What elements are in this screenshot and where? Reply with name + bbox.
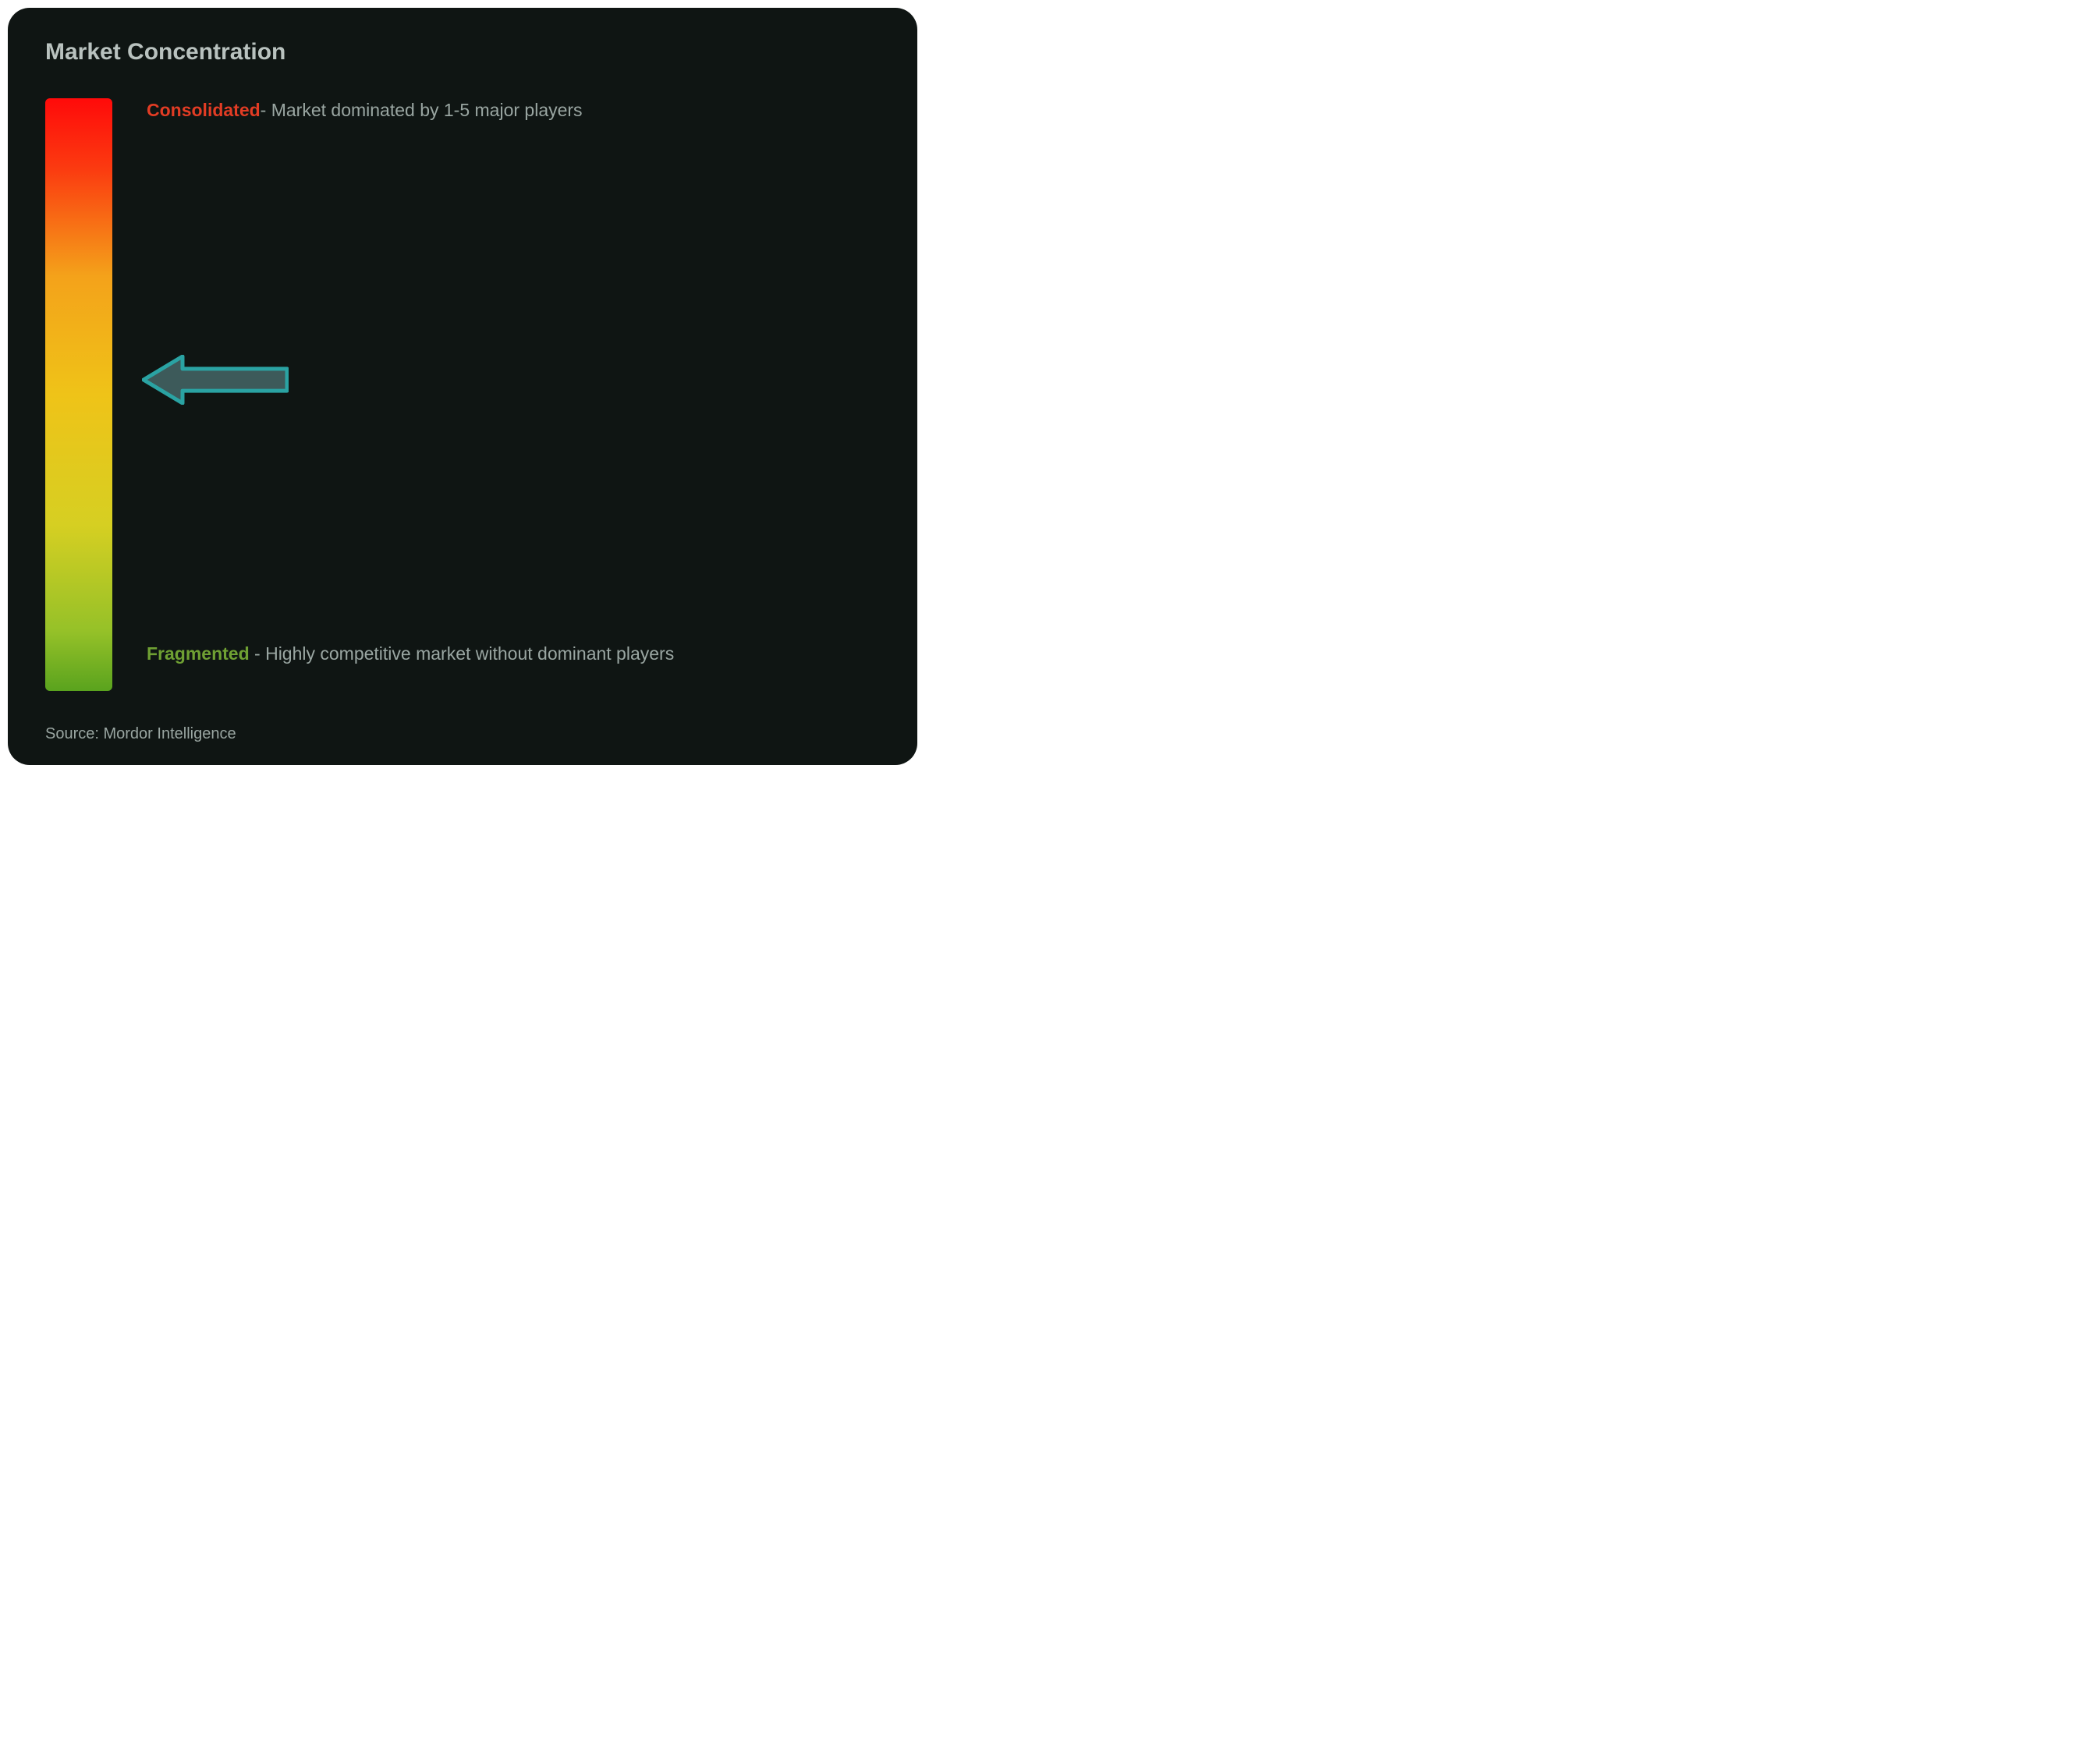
gradient-bar-wrap [45,98,112,691]
bottom-label: Fragmented - Highly competitive market w… [147,638,674,669]
indicator-arrow [142,355,289,409]
top-label-keyword: Consolidated [147,100,261,120]
gradient-bar [45,98,112,691]
arrow-left-icon [142,355,289,405]
top-label: Consolidated- Market dominated by 1-5 ma… [147,98,583,122]
chart-card: Market Concentration Consolidated- Marke… [8,8,917,765]
bottom-label-keyword: Fragmented [147,643,250,664]
bottom-label-rest: - Highly competitive market without domi… [250,643,675,664]
top-label-rest: - Market dominated by 1-5 major players [261,100,583,120]
labels-area: Consolidated- Market dominated by 1-5 ma… [147,98,880,691]
source-attribution: Source: Mordor Intelligence [45,725,880,743]
chart-body: Consolidated- Market dominated by 1-5 ma… [45,98,880,691]
chart-title: Market Concentration [45,39,880,66]
